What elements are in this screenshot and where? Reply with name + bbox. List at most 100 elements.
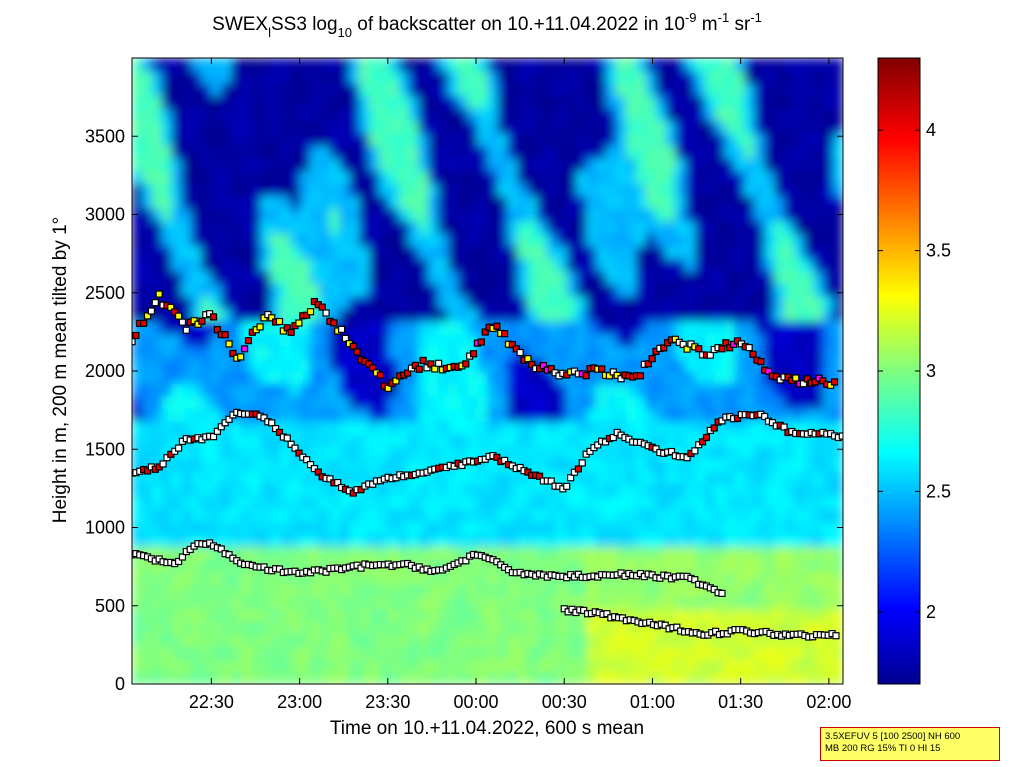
- heatmap-cell: [685, 333, 696, 347]
- heatmap-cell: [517, 158, 528, 172]
- heatmap-cell: [290, 108, 301, 122]
- heatmap-cell: [507, 471, 518, 485]
- heatmap-cell: [517, 471, 528, 485]
- heatmap-cell: [408, 508, 419, 522]
- heatmap-cell: [369, 446, 380, 460]
- heatmap-cell: [675, 646, 686, 660]
- heatmap-cell: [388, 521, 400, 535]
- heatmap-cell: [220, 108, 232, 122]
- heatmap-cell: [339, 658, 350, 673]
- heatmap-cell: [665, 320, 676, 335]
- heatmap-cell: [754, 483, 765, 497]
- heatmap-cell: [517, 295, 528, 309]
- layer-marker: [586, 447, 594, 455]
- heatmap-cell: [418, 508, 429, 522]
- heatmap-cell: [655, 245, 666, 259]
- heatmap-cell: [359, 108, 370, 122]
- heatmap-cell: [201, 671, 212, 684]
- heatmap-cell: [477, 220, 489, 234]
- heatmap-cell: [329, 83, 340, 97]
- heatmap-cell: [803, 658, 814, 673]
- heatmap-cell: [211, 233, 222, 247]
- heatmap-cell: [220, 433, 232, 447]
- heatmap-cell: [418, 546, 429, 560]
- heatmap-cell: [378, 333, 390, 347]
- heatmap-cell: [230, 270, 242, 284]
- heatmap-cell: [151, 483, 163, 497]
- heatmap-cell: [448, 345, 459, 360]
- heatmap-cell: [448, 521, 459, 535]
- heatmap-cell: [596, 558, 607, 572]
- heatmap-cell: [606, 458, 617, 472]
- heatmap-cell: [151, 508, 163, 522]
- heatmap-cell: [448, 270, 459, 284]
- heatmap-cell: [773, 458, 785, 472]
- heatmap-cell: [211, 358, 222, 372]
- heatmap-cell: [517, 558, 528, 572]
- layer-marker: [501, 456, 509, 465]
- heatmap-cell: [319, 295, 331, 309]
- heatmap-cell: [724, 508, 735, 522]
- heatmap-cell: [507, 558, 518, 572]
- heatmap-cell: [694, 120, 706, 134]
- heatmap-cell: [408, 245, 419, 259]
- heatmap-cell: [230, 471, 242, 485]
- heatmap-cell: [418, 621, 429, 635]
- heatmap-cell: [675, 183, 686, 197]
- heatmap-cell: [161, 283, 173, 297]
- heatmap-cell: [536, 195, 548, 209]
- heatmap-cell: [181, 383, 192, 397]
- heatmap-cell: [793, 183, 805, 197]
- heatmap-cell: [151, 283, 163, 297]
- heatmap-cell: [773, 70, 785, 84]
- heatmap-cell: [211, 508, 222, 522]
- heatmap-cell: [773, 233, 785, 247]
- heatmap-cell: [181, 183, 192, 197]
- heatmap-cell: [290, 120, 301, 134]
- heatmap-cell: [388, 158, 400, 172]
- heatmap-cell: [319, 558, 331, 572]
- heatmap-cell: [477, 583, 489, 597]
- heatmap-cell: [704, 596, 716, 610]
- heatmap-cell: [290, 383, 301, 397]
- heatmap-cell: [201, 483, 212, 497]
- heatmap-cell: [566, 508, 577, 522]
- heatmap-cell: [685, 508, 696, 522]
- heatmap-cell: [280, 546, 291, 560]
- heatmap-cell: [635, 496, 647, 510]
- layer-marker: [528, 360, 536, 369]
- heatmap-cell: [309, 596, 321, 610]
- heatmap-cell: [665, 421, 676, 435]
- heatmap-cell: [606, 483, 617, 497]
- heatmap-cell: [645, 583, 656, 597]
- heatmap-cell: [675, 358, 686, 372]
- heatmap-cell: [823, 621, 834, 635]
- heatmap-cell: [309, 508, 321, 522]
- heatmap-cell: [211, 220, 222, 234]
- heatmap-cell: [369, 371, 380, 385]
- heatmap-cell: [477, 183, 489, 197]
- heatmap-cell: [438, 83, 449, 97]
- heatmap-cell: [793, 583, 805, 597]
- x-axis: 22:30 23:00 23:30 00:00 00:30 01:00 01:30 02:00: [189, 58, 851, 712]
- heatmap-cell: [299, 596, 311, 610]
- heatmap-cell: [586, 546, 597, 560]
- heatmap-cell: [724, 533, 735, 547]
- heatmap-cell: [546, 220, 558, 234]
- heatmap-cell: [744, 158, 755, 172]
- heatmap-cell: [576, 70, 587, 84]
- heatmap-cell: [803, 233, 814, 247]
- heatmap-cell: [655, 558, 666, 572]
- heatmap-cell: [299, 583, 311, 597]
- heatmap-cell: [270, 208, 281, 222]
- heatmap-cell: [675, 345, 686, 360]
- heatmap-cell: [625, 446, 637, 460]
- heatmap-cell: [625, 120, 637, 134]
- heatmap-cell: [240, 345, 252, 360]
- heatmap-cell: [685, 496, 696, 510]
- heatmap-cell: [813, 233, 824, 247]
- heatmap-cell: [260, 433, 271, 447]
- heatmap-cell: [487, 183, 498, 197]
- heatmap-cell: [230, 220, 242, 234]
